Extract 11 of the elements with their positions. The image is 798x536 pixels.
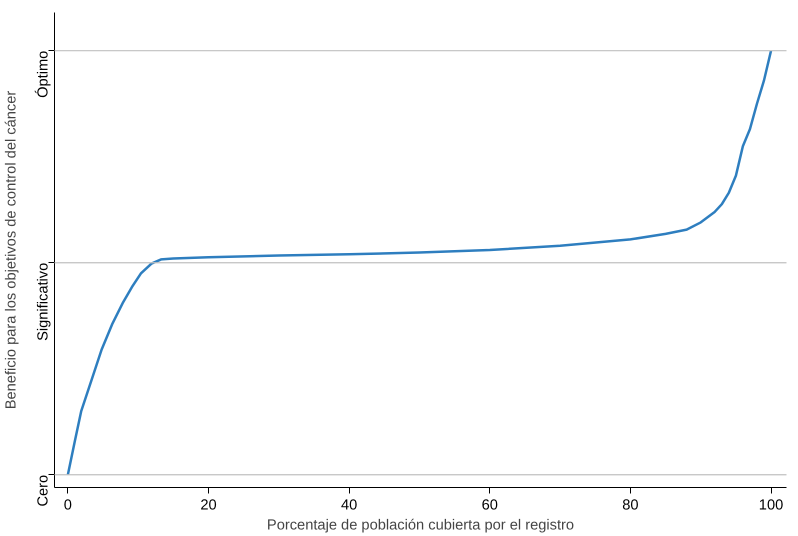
x-tick-label: 40 [340,498,358,514]
ref-line-label: Óptimo [34,50,52,98]
x-tick-label: 20 [200,498,217,514]
x-tick-label: 80 [622,498,639,514]
y-axis-title: Beneficio para los objetivos de control del cáncer [4,90,20,410]
ref-line-label: Cero [36,474,52,507]
x-tick-label: 100 [758,498,784,514]
ref-line-label: Significativo [36,262,52,341]
x-axis-title: Porcentaje de población cubierta por el registro [266,518,574,534]
x-tick-label: 60 [482,498,498,514]
x-tick-label: 0 [64,498,72,514]
